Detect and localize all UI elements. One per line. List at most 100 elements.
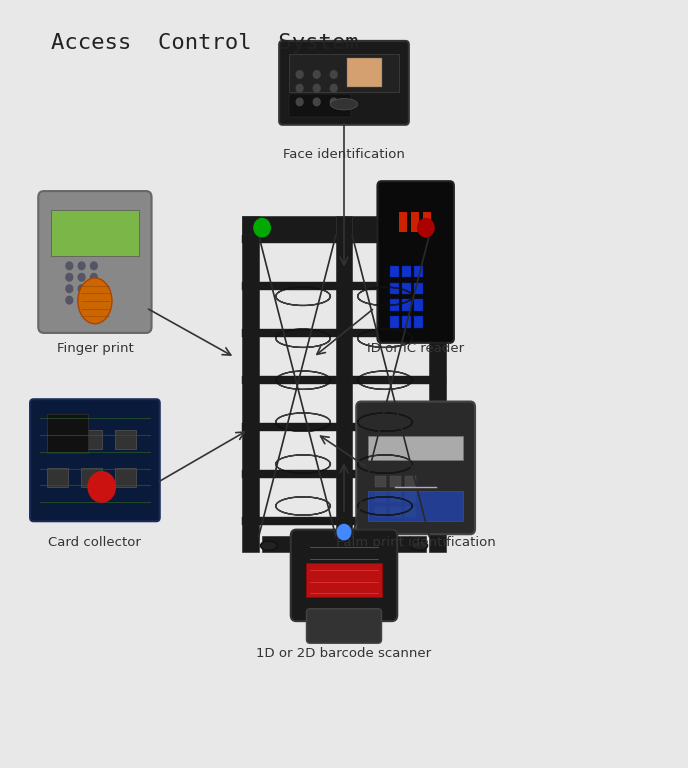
Text: Access  Control  System: Access Control System <box>50 33 358 53</box>
Bar <box>429 217 447 551</box>
Circle shape <box>330 84 337 92</box>
Text: Palm print identification: Palm print identification <box>336 537 495 549</box>
Bar <box>351 518 447 525</box>
Circle shape <box>90 273 97 281</box>
Ellipse shape <box>308 541 325 550</box>
Bar <box>389 300 398 311</box>
Bar <box>262 537 426 551</box>
Ellipse shape <box>260 541 277 550</box>
Bar <box>81 430 102 449</box>
Bar <box>389 476 400 487</box>
Bar <box>351 283 447 290</box>
Ellipse shape <box>78 278 112 324</box>
Circle shape <box>78 296 85 304</box>
FancyBboxPatch shape <box>39 191 151 333</box>
FancyBboxPatch shape <box>306 609 382 644</box>
Bar <box>241 518 337 525</box>
Circle shape <box>88 472 116 502</box>
Ellipse shape <box>363 541 380 550</box>
Bar <box>375 507 386 518</box>
Circle shape <box>78 273 85 281</box>
Bar <box>405 476 416 487</box>
Bar <box>414 283 423 294</box>
FancyBboxPatch shape <box>356 402 475 535</box>
Bar <box>414 300 423 311</box>
Bar <box>50 210 139 256</box>
Bar <box>389 283 398 294</box>
Bar <box>389 266 398 277</box>
Circle shape <box>330 98 337 106</box>
Circle shape <box>66 296 73 304</box>
Bar <box>402 266 411 277</box>
Bar <box>241 283 337 290</box>
Circle shape <box>297 84 303 92</box>
Bar <box>414 316 423 328</box>
Bar <box>241 217 259 551</box>
Bar <box>351 235 447 243</box>
Bar <box>47 430 67 449</box>
Bar <box>368 436 464 460</box>
Circle shape <box>78 262 85 270</box>
Bar <box>423 213 431 231</box>
Circle shape <box>418 219 434 237</box>
Ellipse shape <box>330 98 358 110</box>
Circle shape <box>337 525 351 540</box>
Bar <box>241 471 337 478</box>
Bar <box>389 316 398 328</box>
Bar <box>405 492 416 502</box>
Circle shape <box>297 71 303 78</box>
Circle shape <box>90 285 97 293</box>
Bar <box>241 329 337 337</box>
Bar <box>47 468 67 487</box>
Circle shape <box>330 71 337 78</box>
FancyBboxPatch shape <box>30 399 160 521</box>
Circle shape <box>90 296 97 304</box>
Bar <box>241 376 337 384</box>
Bar <box>351 471 447 478</box>
Bar <box>347 58 382 87</box>
Bar <box>81 468 102 487</box>
Bar <box>241 423 337 431</box>
Bar <box>47 415 88 452</box>
Bar <box>375 476 386 487</box>
Bar <box>290 94 351 118</box>
Bar <box>116 468 136 487</box>
Ellipse shape <box>411 541 428 550</box>
Bar <box>389 492 400 502</box>
Bar <box>116 430 136 449</box>
Circle shape <box>66 285 73 293</box>
FancyBboxPatch shape <box>291 530 397 621</box>
Bar <box>389 507 400 518</box>
Circle shape <box>297 98 303 106</box>
Circle shape <box>78 285 85 293</box>
Bar <box>398 213 407 231</box>
Text: 1D or 2D barcode scanner: 1D or 2D barcode scanner <box>257 647 431 660</box>
Bar <box>351 423 447 431</box>
Bar <box>402 300 411 311</box>
Bar <box>336 217 352 551</box>
Bar <box>306 563 382 597</box>
Bar <box>351 376 447 384</box>
Bar <box>241 235 337 243</box>
Bar <box>402 316 411 328</box>
Bar <box>241 217 447 235</box>
Text: ID or IC reader: ID or IC reader <box>367 342 464 355</box>
Bar <box>351 329 447 337</box>
Bar <box>414 266 423 277</box>
FancyBboxPatch shape <box>378 181 454 343</box>
Circle shape <box>66 273 73 281</box>
Circle shape <box>66 262 73 270</box>
Text: Card collector: Card collector <box>48 537 141 549</box>
Bar <box>411 213 419 231</box>
Circle shape <box>254 219 270 237</box>
Circle shape <box>313 84 320 92</box>
Circle shape <box>90 262 97 270</box>
Bar <box>402 283 411 294</box>
Text: Finger print: Finger print <box>56 342 133 355</box>
Text: Face identification: Face identification <box>283 147 405 161</box>
FancyBboxPatch shape <box>279 41 409 124</box>
Circle shape <box>313 98 320 106</box>
Bar <box>290 55 398 92</box>
Bar <box>405 507 416 518</box>
Circle shape <box>313 71 320 78</box>
